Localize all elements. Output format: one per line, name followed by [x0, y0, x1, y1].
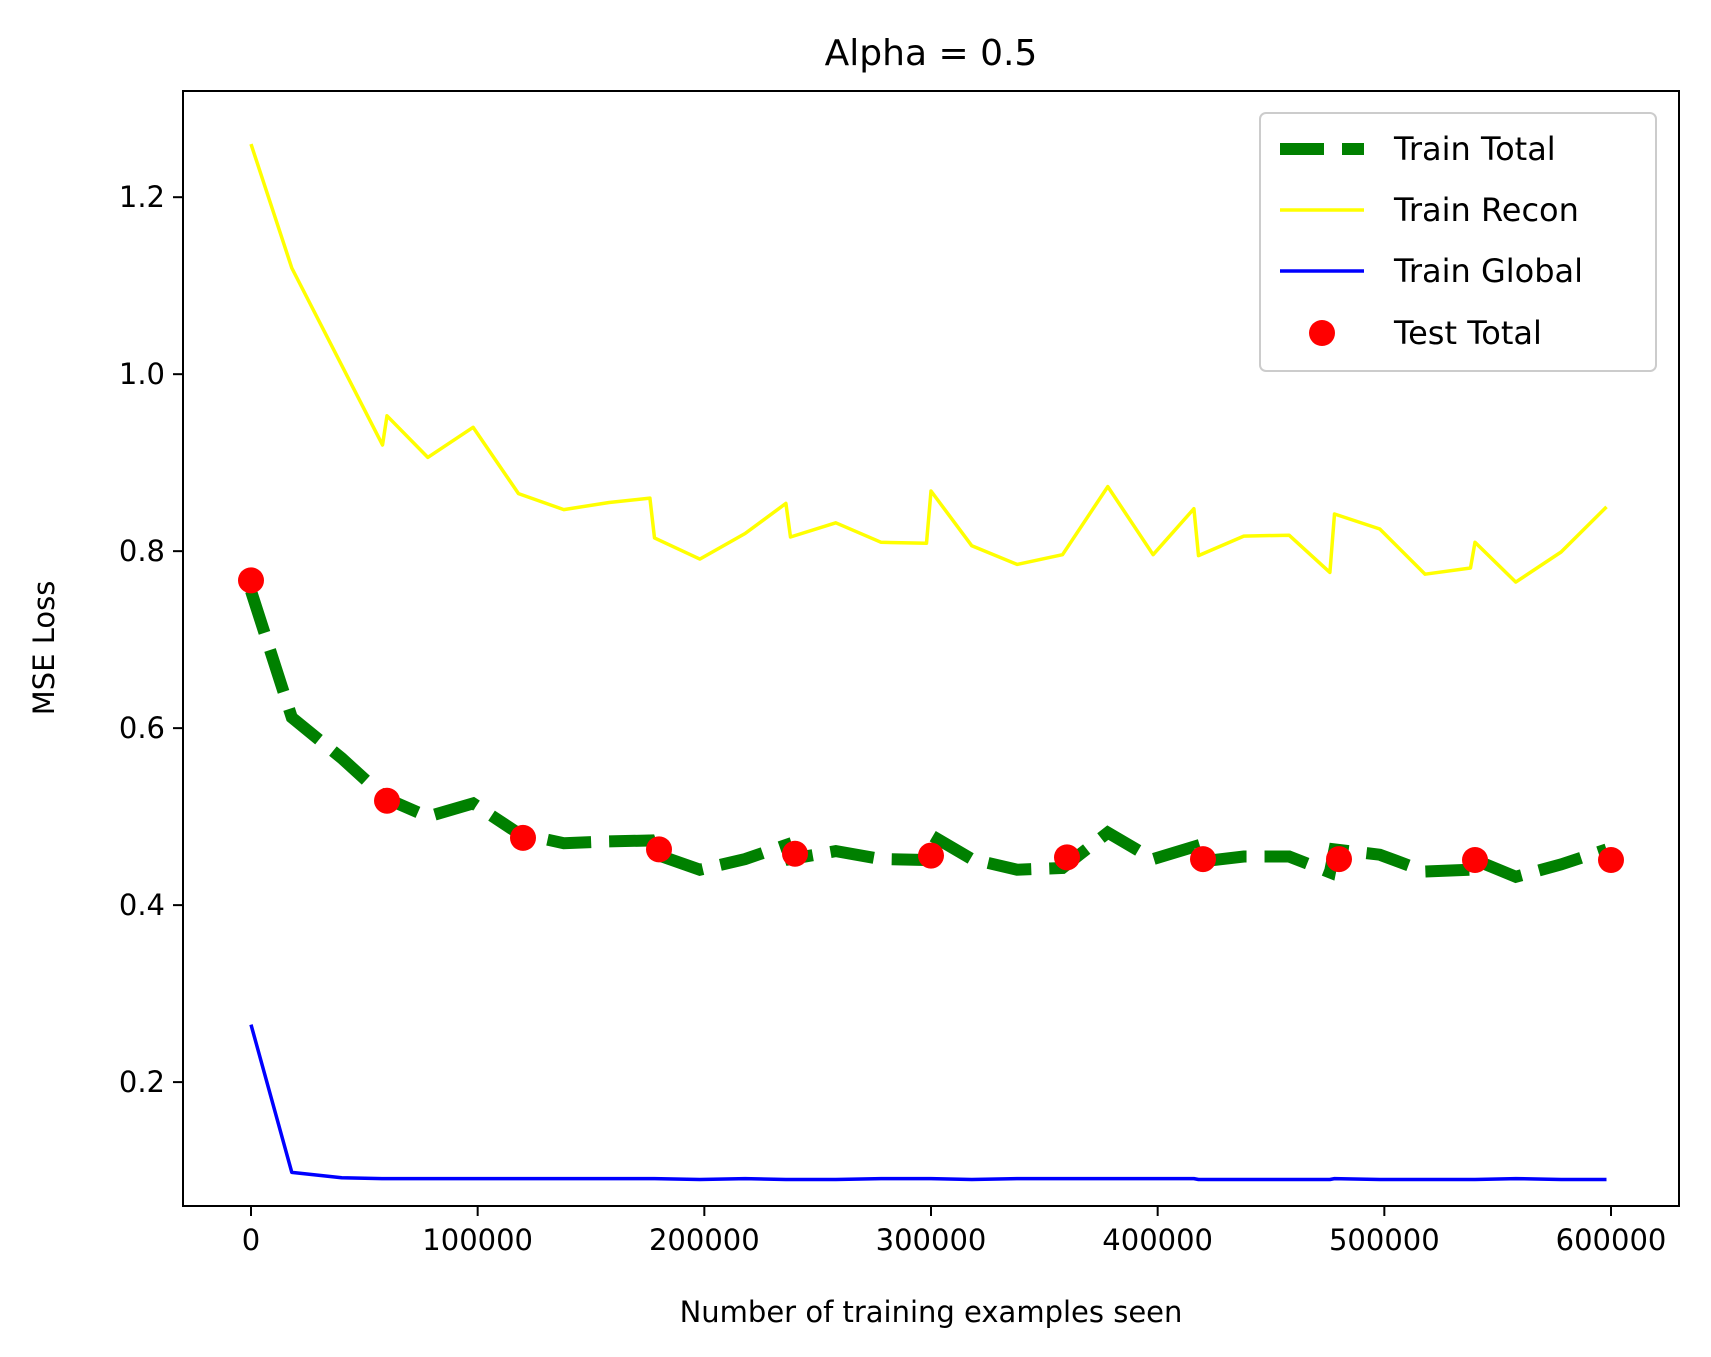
- x-tick-label: 600000: [1556, 1223, 1667, 1257]
- legend-label-train-total: Train Total: [1393, 130, 1556, 168]
- point-test-total: [1054, 844, 1080, 871]
- chart-title: Alpha = 0.5: [825, 33, 1038, 74]
- x-tick-label: 200000: [649, 1223, 760, 1257]
- legend-label-train-global: Train Global: [1393, 252, 1583, 290]
- point-test-total: [1462, 846, 1488, 873]
- point-test-total: [918, 842, 944, 869]
- legend-frame: [1259, 112, 1657, 372]
- x-tick-label: 100000: [422, 1223, 533, 1257]
- point-test-total: [646, 836, 672, 863]
- axis-ticks: 0 100000 200000 300000 400000 500000 600000 0.2…: [119, 180, 1666, 1257]
- x-tick-label: 500000: [1329, 1223, 1440, 1257]
- y-axis-label: MSE Loss: [27, 581, 61, 716]
- point-test-total: [374, 787, 400, 814]
- series-line-train-global: [249, 1024, 1607, 1182]
- y-tick-label: 0.6: [119, 711, 165, 745]
- point-test-total: [1598, 846, 1624, 873]
- x-tick-label: 0: [242, 1223, 260, 1257]
- x-axis-label: Number of training examples seen: [680, 1295, 1183, 1329]
- y-tick-label: 1.0: [119, 357, 165, 391]
- series-line-train-total: [245, 589, 1609, 884]
- legend-label-train-recon: Train Recon: [1393, 191, 1579, 229]
- plot-area: [238, 143, 1624, 1182]
- y-tick-label: 0.2: [119, 1065, 165, 1099]
- point-test-total: [782, 840, 808, 867]
- legend-label-test-total: Test Total: [1393, 314, 1542, 352]
- point-test-total: [1326, 846, 1352, 873]
- y-tick-label: 0.8: [119, 534, 165, 568]
- series-line-train-recon: [249, 143, 1608, 584]
- point-test-total: [238, 567, 264, 594]
- legend-swatch-test-total: [1309, 320, 1335, 346]
- axes-frame: [182, 90, 1680, 1207]
- point-test-total: [510, 824, 536, 851]
- x-tick-label: 300000: [876, 1223, 987, 1257]
- y-tick-label: 1.2: [119, 180, 165, 214]
- point-test-total: [1190, 846, 1216, 873]
- legend: Train Total Train Recon Train Global Tes…: [1259, 112, 1657, 372]
- x-tick-label: 400000: [1102, 1223, 1213, 1257]
- y-tick-label: 0.4: [119, 888, 165, 922]
